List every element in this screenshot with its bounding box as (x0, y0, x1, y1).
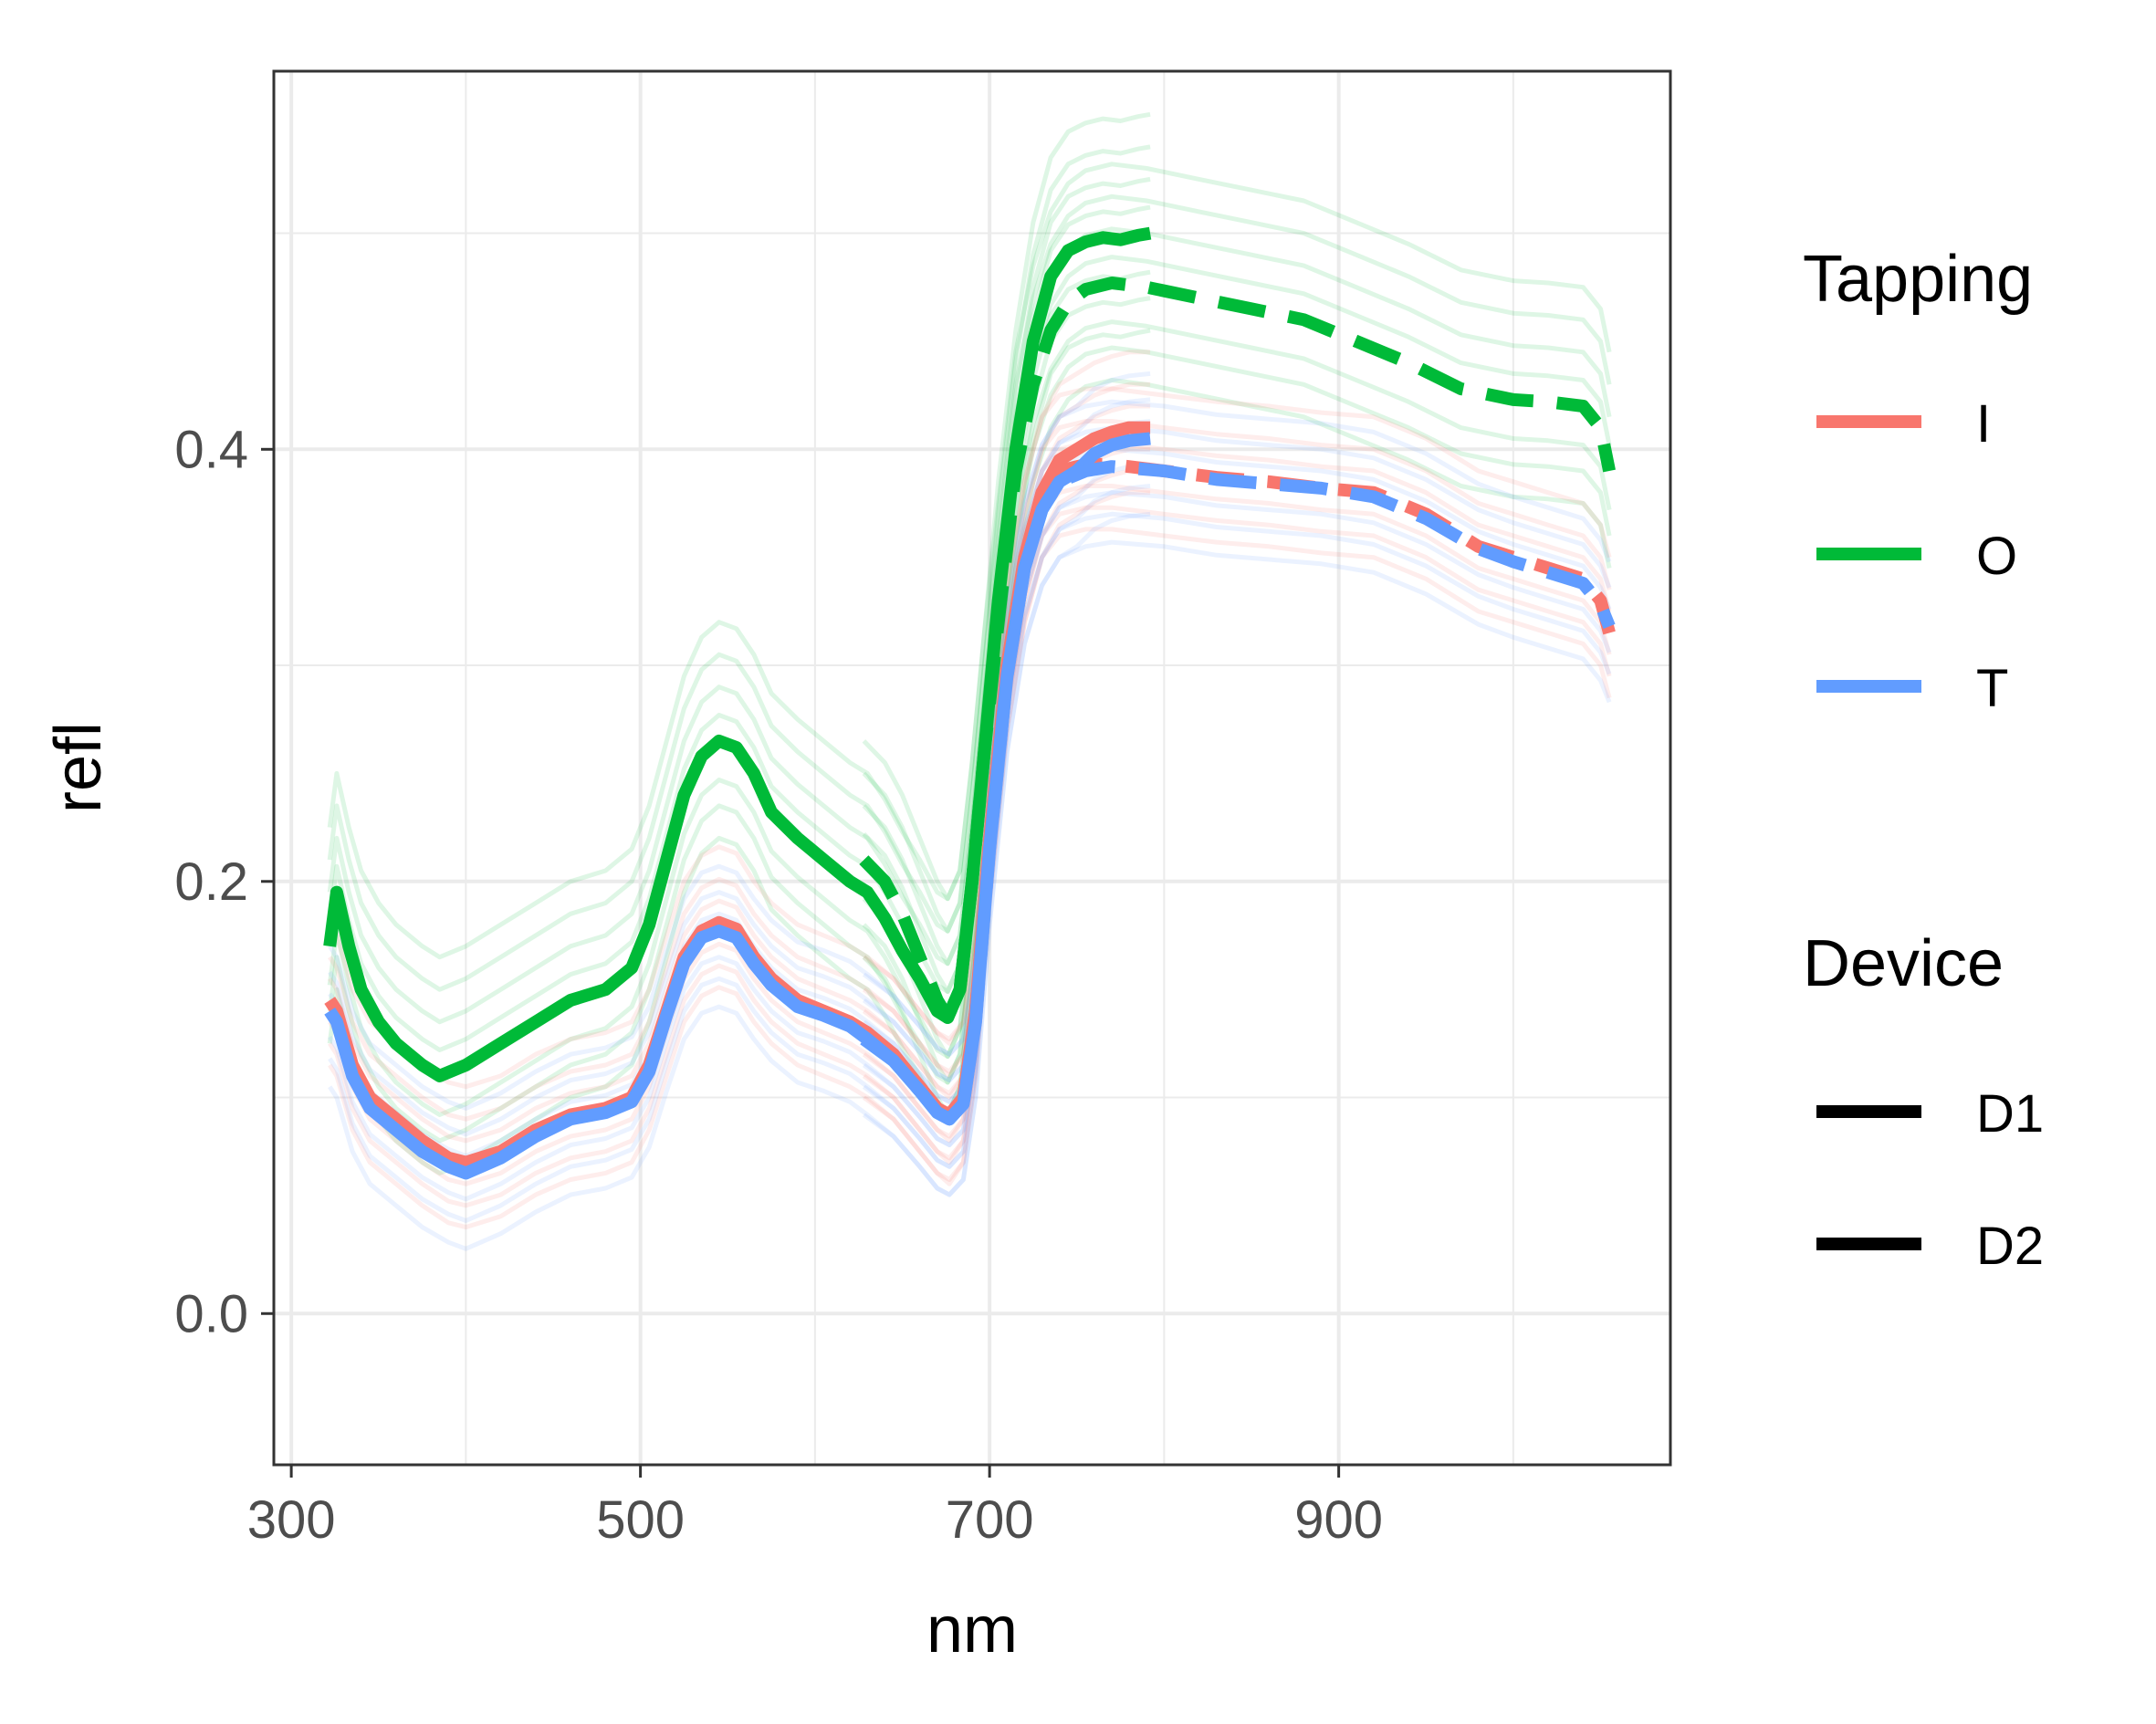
series-line-t-d1 (324, 432, 1151, 1180)
spectrum-trace (327, 176, 1151, 1025)
legend-label-o: O (1976, 527, 2017, 586)
legend-title-device: Device (1803, 927, 2004, 1000)
spectrum-trace (328, 468, 1151, 1208)
spectrum-trace (862, 505, 1612, 1165)
plot-panel (274, 71, 1670, 1465)
legend: Tapping I O T Device D1 D2 (1803, 243, 2044, 1276)
spectrum-trace (862, 539, 1612, 1197)
spectrum-trace (862, 386, 1612, 1046)
spectrum-trace (328, 511, 1151, 1251)
legend-label-t: T (1976, 659, 2008, 718)
spectrum-trace (328, 371, 1151, 1111)
spectrum-trace (862, 193, 1612, 934)
spectrum-trace (862, 399, 1612, 1057)
mean-spectra (323, 226, 1616, 1180)
spectrum-trace (862, 425, 1612, 1083)
legend-device-entries: D1 D2 (1816, 1084, 2044, 1276)
y-tick-label: 0.4 (174, 420, 248, 479)
spectrum-trace (862, 484, 1612, 1144)
series-line-t-d2 (860, 460, 1616, 1126)
spectrum-trace (862, 511, 1612, 1169)
series-line-o-d1 (323, 226, 1152, 1082)
y-tick-label: 0.0 (174, 1284, 248, 1343)
spectrum-trace (328, 381, 1151, 1122)
spectrum-trace (862, 345, 1612, 1085)
spectrum-trace (328, 462, 1151, 1202)
major-gridlines (274, 71, 1670, 1465)
x-axis-title: nm (926, 1593, 1018, 1667)
legend-label-i: I (1976, 394, 1991, 454)
x-tick-label: 700 (946, 1490, 1034, 1550)
series-line-o-d2 (859, 277, 1616, 1024)
y-axis-title: refl (42, 722, 115, 813)
spectrum-trace (327, 296, 1151, 1144)
spectrum-trace (328, 484, 1151, 1223)
spectrum-trace (862, 162, 1612, 902)
x-tick-label: 900 (1294, 1490, 1383, 1550)
y-tick-label: 0.2 (174, 852, 248, 912)
spectrum-trace (862, 527, 1612, 1186)
spectrum-trace (327, 111, 1151, 960)
spectrum-trace (328, 490, 1151, 1230)
spectrum-trace (328, 350, 1151, 1090)
x-tick-label: 300 (247, 1490, 336, 1550)
y-axis: 0.0 0.2 0.4 (174, 420, 274, 1343)
spectrum-trace (862, 419, 1612, 1079)
legend-tapping-entries: I O T (1816, 394, 2017, 718)
minor-gridlines (274, 71, 1670, 1465)
legend-title-tapping: Tapping (1803, 243, 2033, 316)
legend-label-d2: D2 (1976, 1217, 2044, 1276)
legend-label-d1: D1 (1976, 1084, 2044, 1144)
x-tick-label: 500 (596, 1490, 685, 1550)
plot-panel-border (272, 69, 1672, 1467)
spectrum-trace (327, 144, 1151, 992)
spectrum-trace (862, 319, 1612, 1060)
spectrum-trace (862, 490, 1612, 1148)
spectrum-trace (862, 255, 1612, 994)
x-axis: 300 500 700 900 (247, 1465, 1383, 1550)
spectrum-trace (328, 397, 1151, 1137)
